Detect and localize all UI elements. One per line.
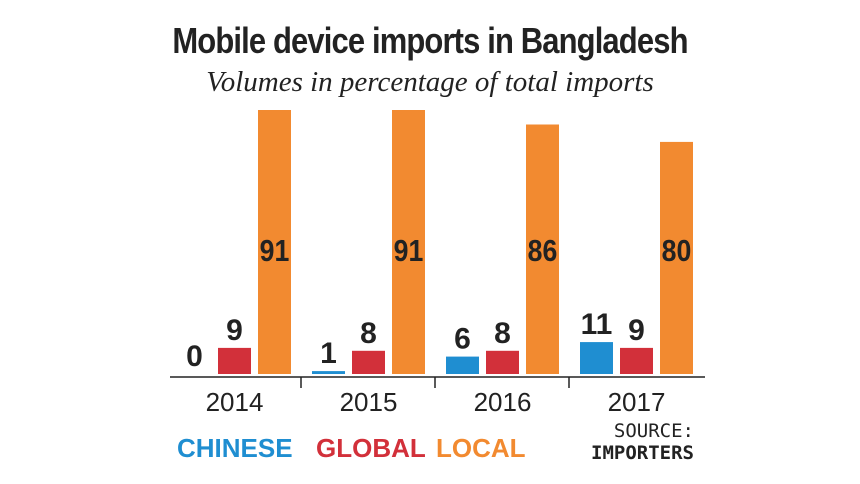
- bar-global-2015: [352, 350, 385, 374]
- bar-local-2017: [660, 141, 693, 374]
- data-label-chinese-2016: 6: [454, 323, 471, 356]
- data-label-global-2014: 9: [226, 314, 243, 347]
- data-label-local-2014: 91: [260, 234, 290, 268]
- data-label-local-2017: 80: [662, 234, 692, 268]
- data-label-global-2015: 8: [360, 317, 377, 350]
- data-label-chinese-2014: 0: [186, 340, 203, 373]
- bar-global-2016: [486, 350, 519, 374]
- legend-local: LOCAL: [436, 433, 526, 463]
- legend-chinese: CHINESE: [177, 433, 293, 463]
- bar-chinese-2016: [446, 356, 479, 374]
- data-label-local-2015: 91: [394, 234, 424, 268]
- data-label-chinese-2015: 1: [320, 337, 337, 370]
- source-value: IMPORTERS: [591, 442, 694, 464]
- x-tick-label-2017: 2017: [608, 387, 666, 417]
- chart-subtitle: Volumes in percentage of total imports: [206, 66, 654, 98]
- bar-local-2015: [392, 110, 425, 374]
- data-label-global-2017: 9: [628, 314, 645, 347]
- bar-local-2014: [258, 110, 291, 374]
- data-label-global-2016: 8: [494, 317, 511, 350]
- bar-global-2017: [620, 347, 653, 374]
- data-label-local-2016: 86: [528, 234, 558, 268]
- legend-global: GLOBAL: [316, 433, 426, 463]
- source-label: SOURCE:: [613, 420, 694, 442]
- x-tick-label-2014: 2014: [206, 387, 264, 417]
- bar-local-2016: [526, 124, 559, 374]
- bar-global-2014: [218, 347, 251, 374]
- chart-title: Mobile device imports in Bangladesh: [172, 20, 688, 61]
- x-tick-label-2016: 2016: [474, 387, 532, 417]
- bar-chinese-2017: [580, 342, 613, 374]
- bar-chinese-2015: [312, 371, 345, 374]
- data-label-chinese-2017: 11: [581, 308, 613, 341]
- x-tick-label-2015: 2015: [340, 387, 398, 417]
